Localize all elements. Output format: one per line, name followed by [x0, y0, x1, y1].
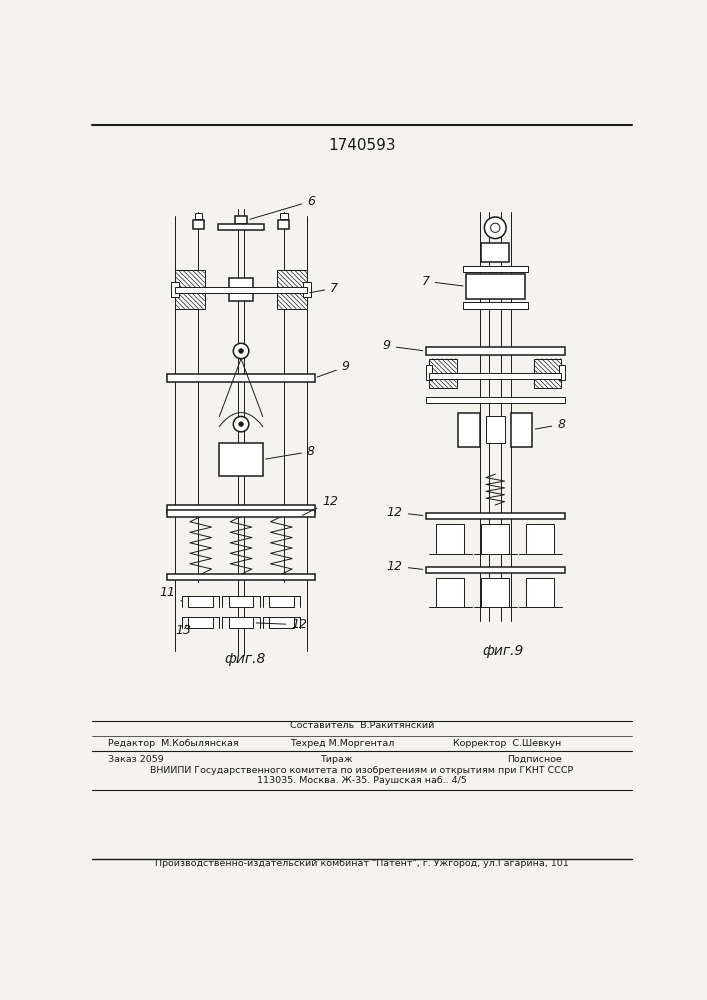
- Bar: [168, 374, 315, 382]
- Text: 12: 12: [303, 495, 339, 515]
- Circle shape: [233, 343, 249, 359]
- Bar: [426, 397, 565, 403]
- Bar: [303, 282, 311, 297]
- Text: 9: 9: [383, 339, 423, 352]
- Circle shape: [239, 422, 243, 426]
- Text: 12: 12: [256, 618, 308, 631]
- Circle shape: [491, 223, 500, 232]
- Bar: [230, 278, 252, 301]
- Bar: [175, 270, 204, 309]
- Text: ВНИИПИ Государственного комитета по изобретениям и открытиям при ГКНТ СССР: ВНИИПИ Государственного комитета по изоб…: [151, 766, 573, 775]
- Bar: [481, 578, 509, 607]
- Text: Составитель  В.Ракитянский: Составитель В.Ракитянский: [290, 721, 434, 730]
- Text: Производственно-издательский комбинат "Патент", г. Ужгород, ул.Гагарина, 101: Производственно-издательский комбинат "П…: [155, 859, 569, 868]
- Bar: [426, 347, 565, 355]
- Text: 6: 6: [250, 195, 315, 219]
- Text: Тираж: Тираж: [320, 755, 353, 764]
- Bar: [429, 373, 561, 379]
- Bar: [193, 220, 204, 229]
- Text: 8: 8: [266, 445, 315, 459]
- Text: Корректор  С.Шевкун: Корректор С.Шевкун: [452, 739, 561, 748]
- Text: Техред М.Моргентал: Техред М.Моргентал: [290, 739, 395, 748]
- Bar: [559, 365, 565, 380]
- Bar: [426, 567, 565, 573]
- Bar: [429, 359, 457, 388]
- Text: Редактор  М.Кобылянская: Редактор М.Кобылянская: [107, 739, 238, 748]
- Bar: [462, 302, 528, 309]
- Bar: [188, 596, 213, 607]
- Circle shape: [484, 217, 506, 239]
- Bar: [436, 524, 464, 554]
- Bar: [481, 243, 509, 262]
- Bar: [277, 270, 307, 309]
- Bar: [168, 574, 315, 580]
- Text: Заказ 2059: Заказ 2059: [107, 755, 163, 764]
- Bar: [235, 216, 247, 224]
- Text: 9: 9: [317, 360, 350, 377]
- Bar: [426, 365, 432, 380]
- Bar: [218, 224, 264, 230]
- Bar: [526, 578, 554, 607]
- Text: 12: 12: [387, 506, 423, 519]
- Bar: [168, 505, 315, 513]
- Text: 12: 12: [387, 560, 423, 573]
- Bar: [279, 220, 289, 229]
- Bar: [481, 524, 509, 554]
- Bar: [171, 282, 179, 297]
- Bar: [486, 416, 505, 443]
- Text: 1740593: 1740593: [328, 138, 396, 153]
- Text: фиг.9: фиг.9: [482, 644, 524, 658]
- Circle shape: [233, 416, 249, 432]
- Bar: [280, 213, 288, 219]
- Bar: [510, 413, 532, 447]
- Bar: [168, 510, 315, 517]
- Circle shape: [239, 349, 243, 353]
- Bar: [534, 359, 561, 388]
- Bar: [228, 617, 253, 628]
- Text: 13: 13: [175, 624, 191, 637]
- Bar: [175, 287, 307, 293]
- Bar: [219, 443, 263, 476]
- Text: 8: 8: [535, 418, 566, 431]
- Bar: [466, 274, 525, 299]
- Text: 7: 7: [421, 275, 463, 288]
- Text: 11: 11: [160, 586, 182, 601]
- Text: 7: 7: [310, 282, 338, 295]
- Text: фиг.8: фиг.8: [224, 652, 266, 666]
- Bar: [436, 578, 464, 607]
- Bar: [188, 617, 213, 628]
- Bar: [228, 596, 253, 607]
- Bar: [462, 266, 528, 272]
- Text: 113035. Москва. Ж-35. Раушская наб.. 4/5: 113035. Москва. Ж-35. Раушская наб.. 4/5: [257, 776, 467, 785]
- Text: Подписное: Подписное: [507, 755, 562, 764]
- Bar: [269, 617, 293, 628]
- Bar: [269, 596, 293, 607]
- Bar: [458, 413, 480, 447]
- Bar: [526, 524, 554, 554]
- Bar: [426, 513, 565, 519]
- Bar: [194, 213, 202, 219]
